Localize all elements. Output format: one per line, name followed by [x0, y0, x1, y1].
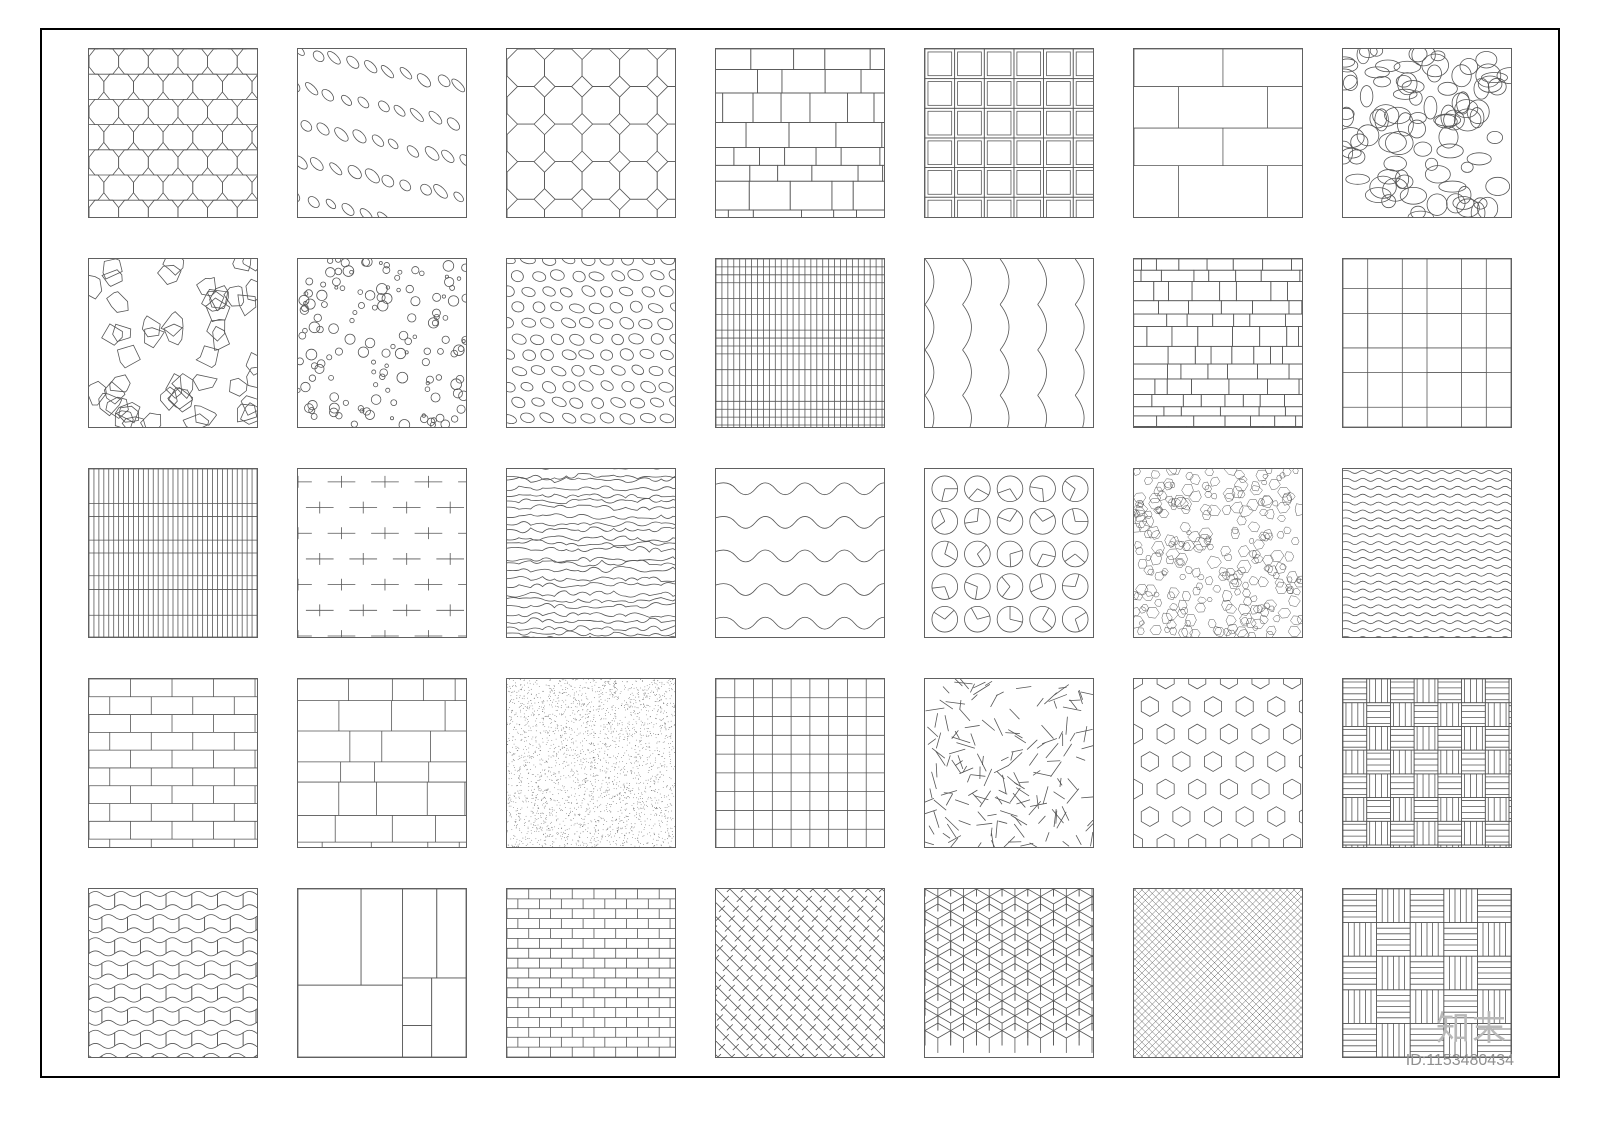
- swatch-fine-brick: [506, 888, 676, 1058]
- swatch-brick-stack: [297, 678, 467, 848]
- swatch-diag-ellipses: [297, 48, 467, 218]
- swatch-dash-scatter: [924, 678, 1094, 848]
- swatch-wavy-pavers: [88, 888, 258, 1058]
- swatch-mondrian: [1342, 258, 1512, 428]
- swatch-wavelets-dense: [1342, 468, 1512, 638]
- swatch-diag-hatch-squares: [715, 888, 885, 1058]
- swatch-sine-waves: [715, 468, 885, 638]
- swatch-voronoi: [88, 258, 258, 428]
- swatch-square-ashlar: [715, 48, 885, 218]
- swatch-octagon-cross: [506, 48, 676, 218]
- swatch-bubbles: [297, 258, 467, 428]
- pattern-sheet-frame: 知末 ID:1153480434: [40, 28, 1560, 1078]
- swatch-brick-running: [88, 678, 258, 848]
- swatch-iso-cubes: [924, 888, 1094, 1058]
- swatch-pie-clocks: [924, 468, 1094, 638]
- swatch-gravel-voronoi: [1133, 468, 1303, 638]
- swatch-noise-stipple: [506, 678, 676, 848]
- swatch-fine-grid-band: [715, 258, 885, 428]
- swatch-star-hex: [1133, 678, 1303, 848]
- swatch-hex-bone-grid: [88, 48, 258, 218]
- swatch-inset-squares: [924, 48, 1094, 218]
- swatch-stacked-brick: [1133, 48, 1303, 218]
- swatch-random-brick: [1133, 258, 1303, 428]
- swatch-square-grid: [715, 678, 885, 848]
- swatch-vertical-slats: [88, 468, 258, 638]
- pattern-grid: [88, 48, 1514, 1060]
- swatch-dash-brick: [297, 468, 467, 638]
- asset-id-label: ID:1153480434: [1406, 1052, 1514, 1070]
- swatch-basket-weave: [1342, 678, 1512, 848]
- brand-watermark: 知末: [1436, 1001, 1508, 1050]
- swatch-mixed-squares: [297, 888, 467, 1058]
- swatch-arc-columns: [924, 258, 1094, 428]
- swatch-wood-grain: [506, 468, 676, 638]
- swatch-cobble-organic: [1342, 48, 1512, 218]
- swatch-dense-crosshatch: [1133, 888, 1303, 1058]
- swatch-pebble-rows: [506, 258, 676, 428]
